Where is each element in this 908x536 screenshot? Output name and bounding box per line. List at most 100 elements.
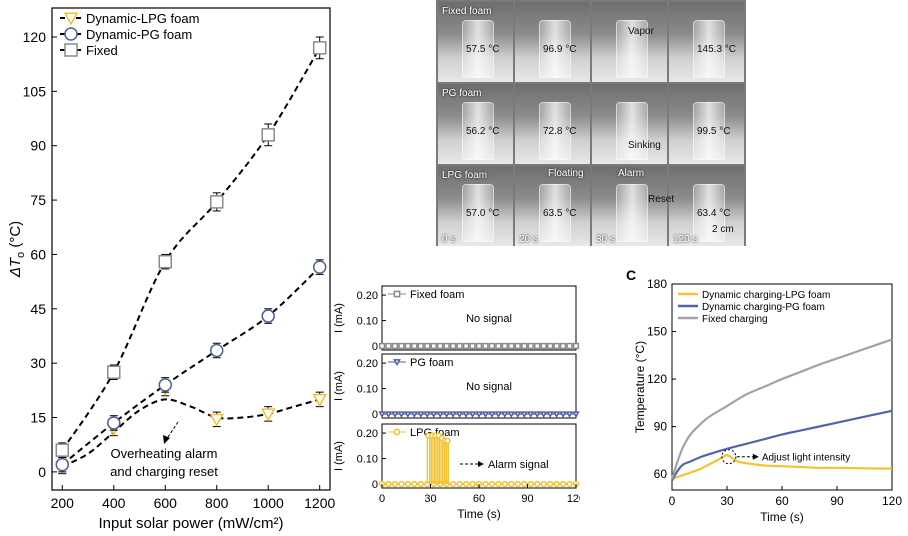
y-tick-label: 15 [30, 410, 46, 426]
signal-marker [540, 342, 547, 350]
signal-marker [572, 411, 580, 418]
photo-annotation: Sinking [628, 140, 661, 151]
x-tick-label: 0 [379, 493, 385, 505]
signal-marker [482, 342, 489, 350]
signal-marker [404, 480, 412, 488]
annotation-arrowhead [752, 453, 759, 460]
x-tick-label: 120 [567, 493, 580, 505]
signal-marker [430, 342, 437, 350]
signal-marker [391, 480, 399, 488]
signal-marker [475, 342, 483, 350]
legend-label: Fixed [86, 43, 118, 58]
row-label: PG foam [442, 88, 482, 99]
status-arrowhead [478, 461, 484, 467]
photo-annotation: Reset [648, 194, 675, 205]
row-label: LPG foam [442, 170, 488, 181]
photo-panel: 57.5 °C 96.9 °C 145.3 °C Fixed foam 56.2 °C 7… [436, 0, 746, 246]
signal-marker [378, 342, 386, 350]
signal-marker [495, 342, 502, 350]
photo-cell [592, 166, 667, 246]
signal-marker [436, 411, 444, 418]
signal-marker [430, 411, 438, 418]
y-tick-label: 60 [654, 467, 668, 481]
temperature-label: 145.3 °C [697, 44, 737, 55]
alarm-pulse [430, 434, 434, 484]
signal-marker [566, 342, 573, 350]
data-point-0 [209, 413, 225, 427]
signal-marker [514, 342, 521, 350]
signal-marker [488, 480, 496, 488]
annotation-arrowhead [163, 435, 170, 444]
y-tick-label: 0 [372, 341, 378, 353]
signal-marker [456, 342, 463, 350]
y-tick-label: 60 [30, 246, 46, 262]
chart-c: C 60 90 120 150 180 0 30 60 90 120 Time (s) Temperat… [626, 267, 902, 524]
signal-marker [417, 342, 424, 350]
x-tick-label: 90 [521, 493, 533, 505]
x-tick-label: 400 [102, 495, 126, 511]
signal-marker [508, 342, 515, 350]
data-point-2 [312, 41, 327, 55]
temperature-label: 99.5 °C [697, 126, 731, 137]
x-tick-label: 30 [720, 494, 734, 508]
legend-marker [393, 290, 401, 298]
legend-marker [64, 27, 78, 41]
signal-marker [430, 480, 437, 488]
temperature-label: 63.4 °C [697, 208, 731, 219]
signal-marker [411, 342, 418, 350]
signal-marker [533, 411, 541, 418]
alarm-pulse [443, 440, 447, 484]
signal-frame [381, 353, 577, 419]
y-tick-label: 0.20 [357, 290, 378, 302]
annotation-text: Adjust light intensity [762, 453, 850, 464]
signal-marker [520, 411, 528, 418]
vial-image [462, 102, 494, 160]
signal-marker [417, 480, 424, 488]
photo-cell: 145.3 °C [669, 2, 744, 82]
signal-marker [482, 480, 489, 488]
series-line-0 [671, 454, 893, 480]
signal-marker [546, 342, 554, 350]
signal-marker [410, 411, 419, 418]
vial-image [539, 20, 571, 78]
x-axis-label: Time (s) [457, 507, 501, 521]
temperature-label: 57.0 °C [466, 208, 500, 219]
temperature-label: 72.8 °C [543, 126, 577, 137]
x-tick-label: 90 [830, 494, 844, 508]
x-tick-label: 60 [473, 493, 485, 505]
signal-marker [539, 411, 548, 418]
annotation-circle [721, 449, 737, 465]
signal-marker [481, 411, 490, 418]
signal-marker [462, 411, 470, 418]
y-tick-label: 90 [30, 138, 46, 154]
legend-marker [64, 43, 78, 57]
photo-cell: 57.0 °C [438, 166, 513, 246]
signal-marker [521, 342, 528, 350]
status-text: No signal [466, 313, 512, 325]
signal-marker [449, 342, 457, 350]
data-point-2 [209, 195, 224, 209]
vial-image [539, 102, 571, 160]
y-tick-label: 120 [647, 372, 667, 386]
y-tick-label: 0 [38, 464, 46, 480]
time-label: 120 s [673, 234, 698, 245]
signal-marker [456, 480, 463, 488]
y-axis-label: I (mA) [333, 441, 345, 471]
signal-marker [378, 411, 386, 418]
time-label: 0 s [442, 234, 456, 245]
signal-marker [534, 480, 541, 488]
signal-marker [385, 342, 392, 350]
y-axis-label: Temperature (°C) [633, 341, 647, 433]
y-tick-label: 120 [23, 29, 47, 45]
signal-marker [488, 342, 496, 350]
signal-marker [527, 342, 534, 350]
status-text: Alarm signal [488, 459, 549, 471]
temperature-label: 56.2 °C [466, 126, 500, 137]
vial-image [462, 184, 494, 242]
data-point-2 [158, 254, 173, 269]
signal-marker [534, 342, 541, 350]
data-point-1 [158, 378, 173, 392]
signal-marker [443, 342, 450, 350]
signal-marker [507, 411, 516, 418]
plot-frame [51, 7, 331, 491]
